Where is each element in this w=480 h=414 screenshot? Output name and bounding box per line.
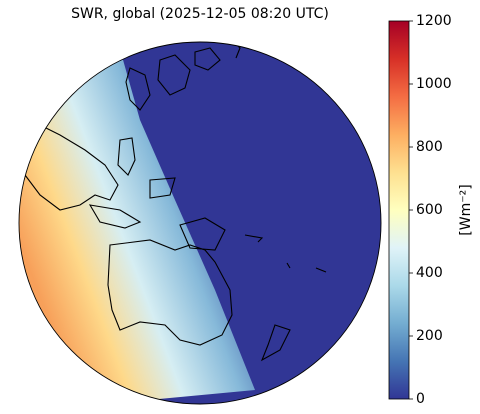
colorbar-tick-label: 800 <box>416 139 443 155</box>
globe <box>19 42 381 404</box>
day-field <box>19 42 255 404</box>
map-title: SWR, global (2025-12-05 08:20 UTC) <box>71 6 329 22</box>
colorbar-tick-label: 600 <box>416 202 443 218</box>
globe-outline <box>18 41 382 405</box>
colorbar-tick-label: 200 <box>416 328 443 344</box>
colorbar-tick-label: 1000 <box>416 76 452 92</box>
coastlines <box>19 42 327 362</box>
colorbar-tick-label: 1200 <box>416 13 452 29</box>
colorbar-tick-label: 400 <box>416 265 443 281</box>
colorbar-label: [Wm⁻²] <box>458 184 474 235</box>
colorbar-tick-label: 0 <box>416 391 425 407</box>
colorbar <box>388 20 410 400</box>
